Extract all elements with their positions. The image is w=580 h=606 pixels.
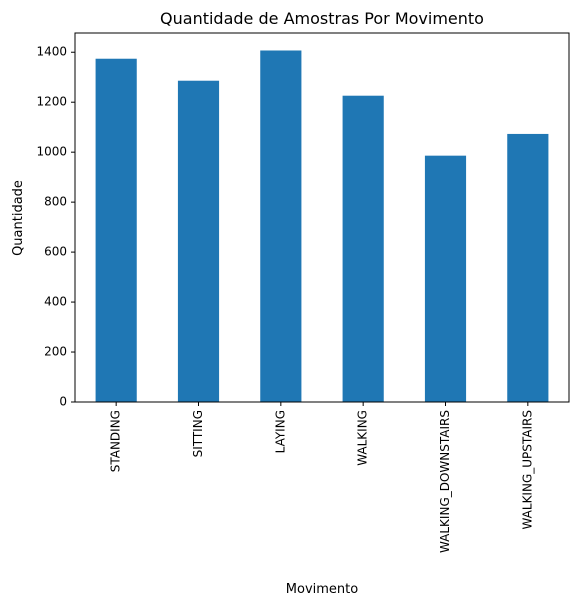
y-tick-label: 1000 xyxy=(36,145,67,159)
x-axis-label: Movimento xyxy=(286,582,358,597)
x-tick-label: STANDING xyxy=(109,410,123,472)
y-tick-label: 800 xyxy=(44,195,67,209)
chart-title: Quantidade de Amostras Por Movimento xyxy=(160,9,484,28)
y-axis-label: Quantidade xyxy=(11,180,26,256)
bars-group xyxy=(95,50,549,402)
y-axis-ticks: 0 200 400 600 800 1000 1200 1400 xyxy=(36,45,75,409)
x-tick-label: LAYING xyxy=(273,410,287,453)
x-tick-label: SITTING xyxy=(191,410,205,457)
bar-sitting xyxy=(177,80,220,402)
plot-frame xyxy=(74,32,570,403)
x-tick-label: WALKING_DOWNSTAIRS xyxy=(438,410,452,553)
y-tick-label: 400 xyxy=(44,295,67,309)
bar-laying xyxy=(260,50,302,402)
bar-standing xyxy=(95,58,137,402)
bar-walking-upstairs xyxy=(507,133,549,402)
x-tick-label: WALKING xyxy=(356,410,370,466)
y-tick-label: 200 xyxy=(44,345,67,359)
bar-walking xyxy=(342,95,384,402)
bar-walking-downstairs xyxy=(424,155,467,402)
y-tick-label: 1400 xyxy=(36,45,67,59)
y-tick-label: 600 xyxy=(44,245,67,259)
x-tick-label: WALKING_UPSTAIRS xyxy=(520,410,534,530)
y-tick-label: 1200 xyxy=(36,95,67,109)
x-axis-ticks: STANDING SITTING LAYING WALKING WALKING_DOWN… xyxy=(109,402,534,553)
y-tick-label: 0 xyxy=(59,395,67,409)
